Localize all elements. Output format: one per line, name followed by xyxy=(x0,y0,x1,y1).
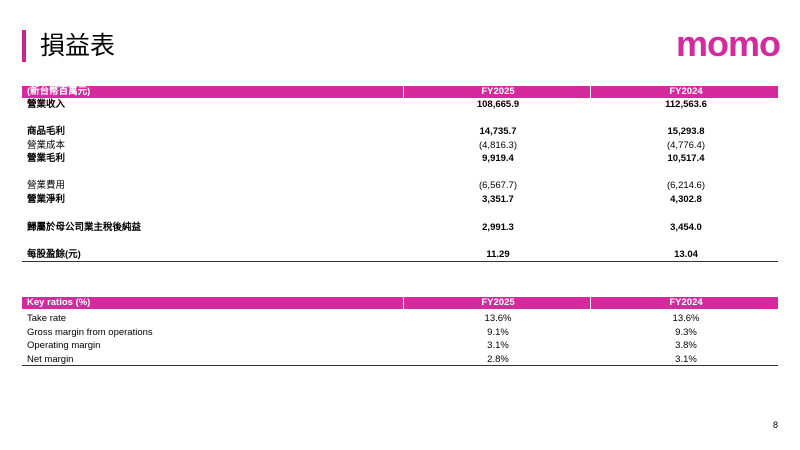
column-divider xyxy=(590,86,591,98)
column-header: Key ratios (%) xyxy=(27,297,91,308)
value-cell: 13.6% xyxy=(672,312,700,324)
row-label: 營業毛利 xyxy=(27,152,66,164)
value-cell: 10,517.4 xyxy=(667,152,705,164)
value-cell: (4,776.4) xyxy=(666,139,706,151)
value-cell: 3,454.0 xyxy=(670,221,702,233)
table-rule xyxy=(22,365,778,366)
column-header: FY2024 xyxy=(669,86,703,97)
column-header: (新台幣百萬元) xyxy=(27,86,91,97)
row-label: 商品毛利 xyxy=(27,125,66,137)
value-cell: 4,302.8 xyxy=(670,193,702,205)
value-cell: 9,919.4 xyxy=(482,152,514,164)
title-bar xyxy=(22,30,26,62)
value-cell: 108,665.9 xyxy=(476,98,520,110)
value-cell: 14,735.7 xyxy=(479,125,517,137)
value-cell: 3.8% xyxy=(675,339,697,351)
row-label: 營業淨利 xyxy=(27,193,66,205)
logo: momo xyxy=(676,23,781,64)
value-cell: (6,214.6) xyxy=(666,179,706,191)
value-cell: 9.1% xyxy=(487,326,509,338)
row-label: 每股盈餘(元) xyxy=(27,248,81,260)
row-label: Operating margin xyxy=(27,339,101,351)
table-header xyxy=(22,86,778,98)
row-label: Net margin xyxy=(27,353,74,365)
table-rule xyxy=(22,261,778,262)
value-cell: 3.1% xyxy=(487,339,509,351)
row-label: 歸屬於母公司業主稅後純益 xyxy=(27,221,142,233)
row-label: Take rate xyxy=(27,312,67,324)
value-cell: 2,991.3 xyxy=(482,221,514,233)
slide-title: 損益表 xyxy=(40,31,116,60)
table-header xyxy=(22,297,778,309)
value-cell: 112,563.6 xyxy=(665,98,707,110)
row-label: 營業收入 xyxy=(27,98,66,110)
column-header: FY2025 xyxy=(481,86,515,97)
value-cell: 13.04 xyxy=(674,248,698,260)
column-header: FY2025 xyxy=(481,297,515,308)
row-label: 營業費用 xyxy=(27,179,66,191)
value-cell: 3.1% xyxy=(675,353,697,365)
column-divider xyxy=(590,297,591,309)
row-label: 營業成本 xyxy=(27,139,66,151)
value-cell: 9.3% xyxy=(675,326,697,338)
value-cell: (4,816.3) xyxy=(478,139,518,151)
value-cell: 11.29 xyxy=(486,248,510,260)
value-cell: 3,351.7 xyxy=(482,193,514,205)
value-cell: (6,567.7) xyxy=(478,179,518,191)
value-cell: 2.8% xyxy=(487,353,509,365)
value-cell: 13.6% xyxy=(484,312,512,324)
column-header: FY2024 xyxy=(669,297,703,308)
column-divider xyxy=(403,297,404,309)
row-label: Gross margin from operations xyxy=(27,326,153,338)
page-number: 8 xyxy=(772,420,778,430)
column-divider xyxy=(403,86,404,98)
value-cell: 15,293.8 xyxy=(667,125,705,137)
